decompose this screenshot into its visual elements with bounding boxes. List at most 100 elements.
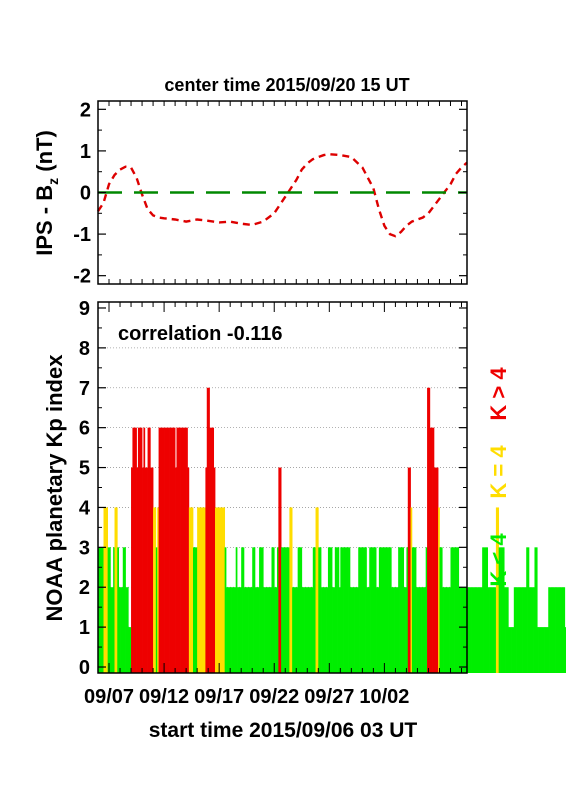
kp-bar <box>275 587 278 673</box>
kp-bar <box>274 587 276 673</box>
kp-bar <box>552 587 555 673</box>
kp-bar <box>374 547 377 673</box>
kp-bars-group <box>98 387 566 673</box>
kp-bar <box>564 627 566 673</box>
kp-bar <box>399 547 402 673</box>
kp-bar <box>416 587 418 673</box>
kp-bar <box>343 547 345 673</box>
kp-x-tick-label: 09/07 <box>84 686 134 708</box>
kp-bar <box>307 587 310 673</box>
kp-bar <box>300 547 303 673</box>
bz-series-group <box>96 152 468 238</box>
kp-bar <box>556 587 559 673</box>
kp-bar <box>246 587 249 673</box>
kp-bar <box>377 587 380 673</box>
kp-bar <box>478 587 480 673</box>
kp-bar <box>223 507 226 673</box>
kp-bar <box>154 507 157 673</box>
kp-bar <box>276 547 279 673</box>
bz-y-tick-label: 0 <box>80 183 91 205</box>
kp-bar <box>449 587 451 673</box>
kp-bar <box>391 587 393 673</box>
kp-bar <box>242 547 245 673</box>
kp-bar <box>235 547 238 673</box>
kp-bar <box>173 427 176 673</box>
kp-bar <box>256 587 259 673</box>
kp-bar <box>325 587 327 673</box>
kp-bar <box>410 507 413 673</box>
kp-bar <box>489 587 491 673</box>
kp-bar <box>433 467 436 673</box>
kp-bar <box>487 587 490 673</box>
kp-bar <box>271 547 274 673</box>
kp-bar <box>332 587 334 673</box>
kp-bar <box>227 587 230 673</box>
kp-bar <box>137 427 140 673</box>
bz-x-tick-group <box>108 101 462 284</box>
kp-bar <box>450 547 453 673</box>
kp-bar <box>205 467 208 673</box>
bz-panel: center time 2015/09/20 15 UT 2 1 0 -1 -2 IPS… <box>32 75 468 288</box>
kp-bar <box>212 427 215 673</box>
kp-bar <box>115 507 118 673</box>
kp-bar <box>484 547 487 673</box>
kp-bar <box>440 547 443 673</box>
kp-bar <box>183 427 186 673</box>
kp-bar <box>188 507 191 673</box>
kp-bar <box>505 587 508 673</box>
bz-y-tick-label: -2 <box>73 266 91 288</box>
kp-bar <box>330 547 333 673</box>
kp-legend-entry: K > 4 <box>486 367 511 421</box>
kp-bar <box>180 427 183 673</box>
kp-bar <box>497 507 500 673</box>
kp-bar <box>420 587 422 673</box>
kp-bar <box>519 587 522 673</box>
kp-bar <box>360 547 363 673</box>
kp-bar <box>184 427 187 673</box>
kp-bar <box>301 587 304 673</box>
kp-bar <box>534 547 537 673</box>
kp-bar <box>322 587 325 673</box>
kp-bar <box>442 587 444 673</box>
kp-x-tick-label: 09/27 <box>304 686 354 708</box>
kp-bar <box>539 627 542 673</box>
kp-bar <box>170 427 173 673</box>
kp-bar <box>517 587 520 673</box>
kp-bar <box>279 467 282 673</box>
kp-bar <box>453 547 455 673</box>
kp-bar <box>239 587 242 673</box>
kp-bar <box>153 507 155 673</box>
kp-bar <box>288 547 290 673</box>
kp-bar <box>436 467 439 673</box>
kp-bar <box>139 427 142 673</box>
bz-y-tick-label: 2 <box>80 99 91 121</box>
kp-bar <box>146 467 148 673</box>
kp-bar <box>98 547 100 673</box>
kp-bar <box>392 587 395 673</box>
kp-y-tick-label: 8 <box>79 338 90 360</box>
bz-y-tick-label: -1 <box>73 224 91 246</box>
kp-bar <box>165 427 168 673</box>
kp-bar <box>458 587 461 673</box>
kp-bar <box>318 547 321 673</box>
kp-x-tick-label: 09/22 <box>249 686 299 708</box>
kp-bar <box>213 467 216 673</box>
kp-bar <box>511 627 513 673</box>
kp-x-axis-label: start time 2015/09/06 03 UT <box>149 719 418 742</box>
kp-bar <box>381 547 384 673</box>
kp-bar <box>209 427 212 673</box>
kp-bar <box>341 547 344 673</box>
kp-bar <box>323 587 326 673</box>
kp-bar <box>202 507 205 673</box>
kp-bar <box>405 587 407 673</box>
kp-bar <box>296 587 298 673</box>
bz-y-axis-label: IPS - Bz (nT) <box>32 130 61 256</box>
kp-x-tick-label: 09/17 <box>194 686 244 708</box>
kp-bar <box>219 507 221 673</box>
kp-bar <box>347 547 349 673</box>
kp-bar <box>329 547 332 673</box>
kp-bar <box>498 547 501 673</box>
kp-bar <box>175 467 177 673</box>
kp-bar <box>327 547 330 673</box>
